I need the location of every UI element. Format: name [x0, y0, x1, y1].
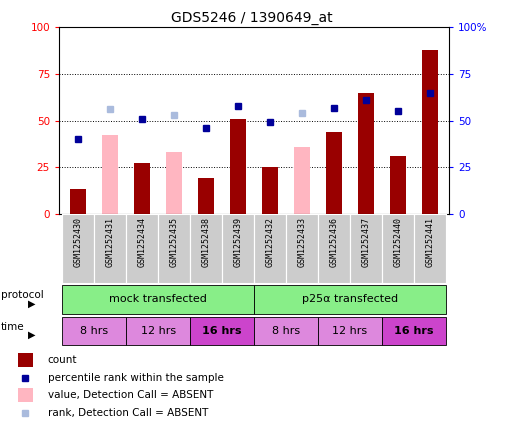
Text: p25α transfected: p25α transfected [302, 294, 398, 304]
Bar [294, 147, 310, 214]
Text: GSM1252437: GSM1252437 [361, 217, 370, 267]
Bar [126, 214, 158, 283]
Bar [422, 50, 438, 214]
Text: 8 hrs: 8 hrs [80, 326, 108, 336]
Bar [254, 285, 446, 313]
Text: GSM1252441: GSM1252441 [425, 217, 434, 267]
Bar [382, 214, 413, 283]
Text: 8 hrs: 8 hrs [272, 326, 300, 336]
Bar [62, 214, 94, 283]
Bar [126, 317, 190, 345]
Text: GSM1252439: GSM1252439 [233, 217, 243, 267]
Text: GSM1252430: GSM1252430 [74, 217, 83, 267]
Text: GSM1252435: GSM1252435 [169, 217, 179, 267]
Text: protocol: protocol [1, 290, 43, 300]
Bar [413, 214, 446, 283]
Text: 12 hrs: 12 hrs [332, 326, 367, 336]
Text: rank, Detection Call = ABSENT: rank, Detection Call = ABSENT [48, 407, 208, 418]
Text: GSM1252433: GSM1252433 [298, 217, 306, 267]
Bar [350, 214, 382, 283]
Bar [254, 317, 318, 345]
Bar [262, 167, 278, 214]
Text: time: time [1, 322, 24, 332]
Text: GSM1252432: GSM1252432 [265, 217, 274, 267]
Bar [326, 132, 342, 214]
Bar [190, 214, 222, 283]
Text: value, Detection Call = ABSENT: value, Detection Call = ABSENT [48, 390, 213, 400]
Text: ▶: ▶ [28, 330, 36, 340]
Bar [62, 317, 126, 345]
Bar [190, 317, 254, 345]
Bar [382, 317, 446, 345]
Text: GDS5246 / 1390649_at: GDS5246 / 1390649_at [170, 11, 332, 25]
Text: 16 hrs: 16 hrs [394, 326, 433, 336]
Bar [134, 163, 150, 214]
Text: ▶: ▶ [28, 299, 36, 308]
Text: mock transfected: mock transfected [109, 294, 207, 304]
Bar [70, 190, 86, 214]
Text: GSM1252434: GSM1252434 [137, 217, 147, 267]
Bar [62, 285, 254, 313]
Text: count: count [48, 355, 77, 365]
Bar [102, 135, 118, 214]
Bar [254, 214, 286, 283]
Text: GSM1252440: GSM1252440 [393, 217, 402, 267]
Bar [318, 317, 382, 345]
Text: GSM1252438: GSM1252438 [202, 217, 210, 267]
Bar [318, 214, 350, 283]
Bar [166, 152, 182, 214]
Bar [158, 214, 190, 283]
Bar [198, 178, 214, 214]
Bar [18, 353, 33, 367]
Bar [286, 214, 318, 283]
Text: GSM1252436: GSM1252436 [329, 217, 339, 267]
Text: GSM1252431: GSM1252431 [106, 217, 114, 267]
Bar [358, 93, 374, 214]
Bar [230, 119, 246, 214]
Bar [390, 156, 406, 214]
Text: percentile rank within the sample: percentile rank within the sample [48, 373, 224, 383]
Bar [18, 388, 33, 402]
Text: 16 hrs: 16 hrs [202, 326, 242, 336]
Text: 12 hrs: 12 hrs [141, 326, 175, 336]
Bar [94, 214, 126, 283]
Bar [222, 214, 254, 283]
